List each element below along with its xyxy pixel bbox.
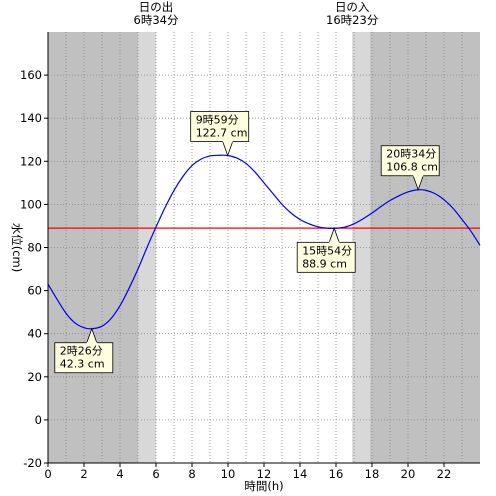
x-tick-label: 22 <box>437 467 452 481</box>
x-tick-label: 18 <box>365 467 380 481</box>
sun-event-label: 日の出 <box>139 0 174 14</box>
callout-box <box>54 342 114 374</box>
callout-level: 122.7 cm <box>196 126 248 139</box>
sun-event-time: 16時23分 <box>326 13 379 27</box>
x-tick-label: 8 <box>188 467 195 481</box>
callout-time: 15時54分 <box>302 244 352 257</box>
callout-box <box>380 145 440 177</box>
callout-time: 9時59分 <box>196 113 239 126</box>
sun-event-label: 日の入 <box>335 0 370 14</box>
y-tick-label: -20 <box>23 456 42 470</box>
night-band <box>370 32 480 463</box>
x-tick-label: 10 <box>221 467 236 481</box>
x-tick-label: 12 <box>257 467 272 481</box>
y-tick-label: 0 <box>35 413 42 427</box>
y-axis-label: 水位(cm) <box>10 223 24 273</box>
x-tick-label: 16 <box>329 467 344 481</box>
callout-time: 2時26分 <box>60 345 103 358</box>
x-axis-label: 時間(h) <box>244 479 283 493</box>
x-tick-label: 14 <box>293 467 308 481</box>
x-tick-label: 0 <box>44 467 51 481</box>
callout-box <box>190 111 250 142</box>
x-tick-label: 4 <box>116 467 123 481</box>
y-tick-label: 120 <box>20 154 42 168</box>
y-tick-label: 140 <box>20 111 42 125</box>
x-tick-label: 6 <box>152 467 159 481</box>
callout-level: 106.8 cm <box>386 161 438 174</box>
callout-level: 88.9 cm <box>302 257 347 270</box>
y-tick-label: 80 <box>27 241 42 255</box>
y-tick-label: 60 <box>27 284 42 298</box>
twilight-band <box>352 32 371 463</box>
y-tick-label: 100 <box>20 197 42 211</box>
y-tick-label: 160 <box>20 68 42 82</box>
callout-level: 42.3 cm <box>60 358 105 371</box>
x-tick-label: 20 <box>401 467 416 481</box>
x-tick-label: 2 <box>80 467 87 481</box>
callout-time: 20時34分 <box>386 148 436 161</box>
tide-curve <box>47 154 481 330</box>
sun-event-time: 6時34分 <box>134 13 179 27</box>
callout-box <box>296 241 356 273</box>
y-tick-label: 20 <box>27 370 42 384</box>
y-tick-label: 40 <box>27 327 42 341</box>
